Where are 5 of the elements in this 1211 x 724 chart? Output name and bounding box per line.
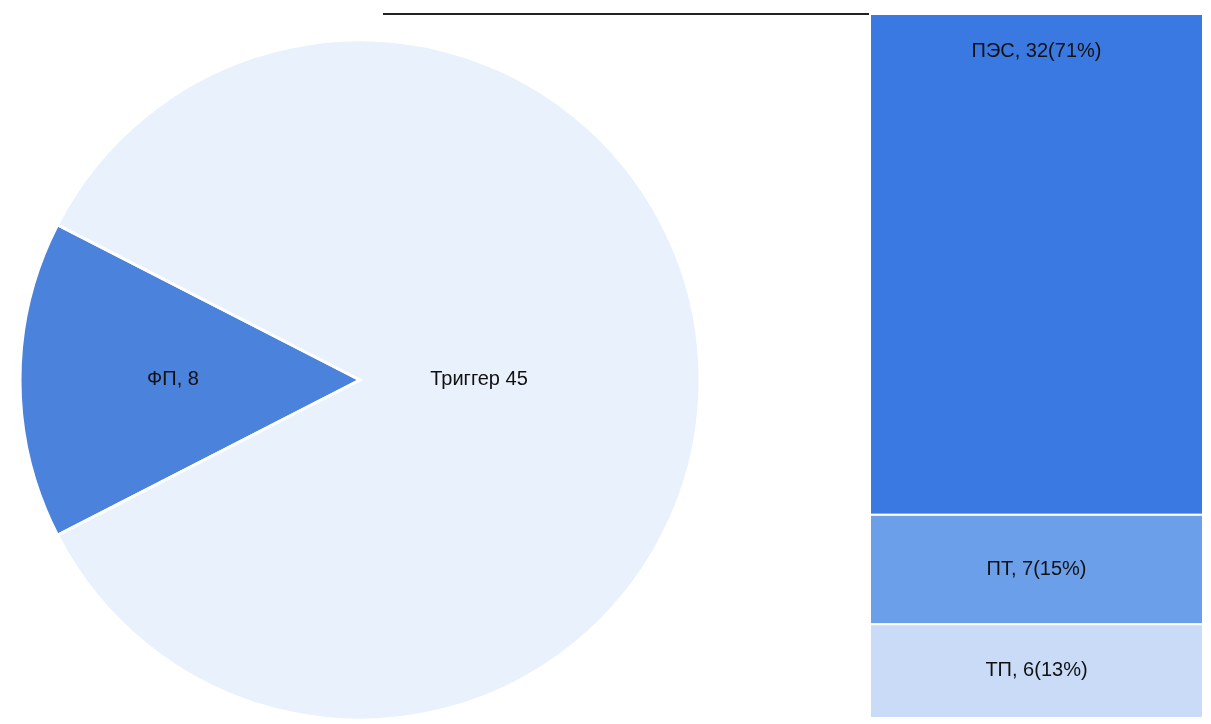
slice-label: Триггер 45	[430, 367, 528, 390]
slice-label: ФП, 8	[147, 367, 199, 390]
data-label: ПТ, 7(15%)	[986, 556, 1087, 579]
data-label: ПЭС, 32(71%)	[971, 39, 1102, 62]
data-label: ТП, 6(13%)	[985, 658, 1088, 681]
